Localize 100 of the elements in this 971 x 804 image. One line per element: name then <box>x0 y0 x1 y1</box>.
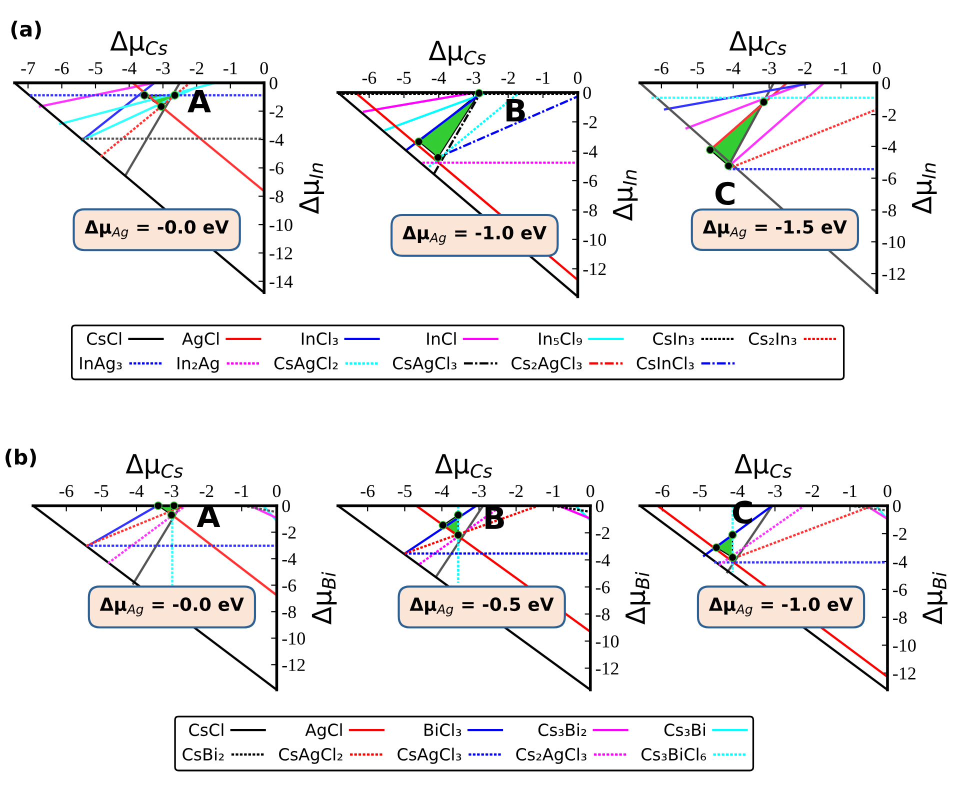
legend-label: Cs₃Bi₂ <box>538 723 586 736</box>
y-tick-label: -6 <box>282 580 296 592</box>
y-tick-label: -10 <box>596 635 619 648</box>
annotation: Δμ$_{Ag}$ = -1.0 eV <box>708 597 853 616</box>
legend-label: CsAgCl₃ <box>392 356 456 373</box>
y-tick-label: -12 <box>270 247 292 260</box>
x-tick-label: -1 <box>834 62 848 74</box>
x-tick-label: -5 <box>398 485 412 498</box>
y-tick-label: -4 <box>270 134 284 146</box>
legend-label: InCl₃ <box>302 332 338 345</box>
y-tick-label: -4 <box>596 554 610 566</box>
y-tick-label: -2 <box>270 105 284 118</box>
x-tick-label: -2 <box>806 485 819 498</box>
x-tick-label: 0 <box>872 62 881 74</box>
y-tick-label: 0 <box>893 500 901 512</box>
x-tick-label: -5 <box>88 62 102 74</box>
y-tick-label: -12 <box>583 263 606 276</box>
y-tick-label: -8 <box>583 204 597 216</box>
y-tick-label: -4 <box>882 140 896 153</box>
legend-label: Cs₂In₃ <box>748 332 796 345</box>
x-tick-label: 0 <box>574 72 582 84</box>
legend-label: AgCl <box>182 332 219 348</box>
y-tick-label: -10 <box>893 639 916 652</box>
annotation: Δμ$_{Ag}$ = -0.0 eV <box>100 597 244 616</box>
x-tick-label: -2 <box>200 485 214 498</box>
y-axis-title: Δμ$_{Bi}$ <box>922 572 948 624</box>
y-tick-label: -12 <box>282 658 305 671</box>
y-tick-label: -6 <box>882 172 896 185</box>
y-tick-label: -2 <box>282 526 296 538</box>
x-tick-label: -4 <box>435 485 450 498</box>
y-axis-title: Δμ$_{In}$ <box>912 163 937 214</box>
x-tick-label: -5 <box>94 485 108 498</box>
y-axis-title: Δμ$_{Bi}$ <box>626 572 650 624</box>
y-axis-title: Δμ$_{In}$ <box>612 170 638 221</box>
legend-label: BiCl₃ <box>424 723 462 736</box>
y-axis-title: Δμ$_{In}$ <box>299 163 324 214</box>
y-tick-label: -4 <box>893 556 908 568</box>
x-tick-label: -3 <box>466 72 480 84</box>
y-tick-label: -2 <box>583 116 597 128</box>
chart-title: (b) <box>6 448 36 468</box>
annotation: C <box>715 182 734 205</box>
x-tick-label: -6 <box>360 485 375 498</box>
legend-label: CsAgCl₃ <box>398 748 462 764</box>
x-tick-label: -5 <box>397 72 411 84</box>
legend-label: CsCl <box>189 723 224 736</box>
annotation: Δμ$_{Ag}$ = -0.5 eV <box>410 597 554 616</box>
y-tick-label: -4 <box>282 553 296 565</box>
y-tick-label: -2 <box>596 527 610 540</box>
x-axis-title: Δμ$_{Cs}$ <box>110 31 168 56</box>
annotation: B <box>506 99 525 122</box>
y-tick-label: -4 <box>583 146 598 158</box>
x-tick-label: -4 <box>122 62 136 74</box>
x-tick-label: -2 <box>798 62 812 74</box>
x-tick-label: -2 <box>509 485 523 498</box>
y-tick-label: -10 <box>270 218 292 232</box>
x-tick-label: -1 <box>536 72 550 84</box>
x-tick-label: -1 <box>843 485 856 498</box>
x-tick-label: -5 <box>690 62 704 74</box>
x-tick-label: -6 <box>654 62 668 74</box>
y-tick-label: -12 <box>596 662 618 674</box>
x-tick-label: -7 <box>21 62 36 74</box>
x-axis-title: Δμ$_{Cs}$ <box>126 454 183 479</box>
x-tick-label: 0 <box>260 62 268 74</box>
legend-label: CsInCl₃ <box>636 356 694 370</box>
legend-label: CsAgCl₂ <box>274 356 338 373</box>
legend-label: Cs₃Bi <box>664 723 706 736</box>
y-tick-label: -8 <box>882 204 896 216</box>
x-tick-label: -1 <box>234 485 248 498</box>
legend-label: In₂Ag <box>178 357 219 373</box>
x-tick-label: -5 <box>693 485 707 498</box>
y-tick-label: -6 <box>583 174 598 188</box>
legend-label: AgCl <box>305 723 342 740</box>
y-tick-label: 0 <box>583 86 591 99</box>
x-tick-label: -3 <box>164 485 178 498</box>
y-tick-label: -8 <box>893 612 907 624</box>
y-tick-label: -8 <box>282 606 296 618</box>
x-axis-title: Δμ$_{Cs}$ <box>435 454 492 479</box>
legend-label: CsCl <box>86 332 122 345</box>
legend-label: InCl <box>427 332 456 345</box>
x-tick-label: -1 <box>224 62 237 74</box>
x-axis-title: Δμ$_{Cs}$ <box>729 31 786 56</box>
x-tick-label: -4 <box>130 485 144 498</box>
y-tick-label: -2 <box>893 528 906 540</box>
legend-label: In₅Cl₉ <box>539 332 582 345</box>
x-tick-label: -4 <box>432 72 446 84</box>
chart-title: (a) <box>11 20 41 40</box>
x-tick-label: -4 <box>726 62 740 74</box>
annotation: Δμ$_{Ag}$ = -1.5 eV <box>702 220 847 240</box>
x-axis-title: Δμ$_{Cs}$ <box>734 454 792 479</box>
y-tick-label: 0 <box>596 500 604 512</box>
y-tick-label: -10 <box>882 236 906 248</box>
y-tick-label: -12 <box>893 667 916 680</box>
y-tick-label: -6 <box>270 162 284 174</box>
x-tick-label: -4 <box>730 485 745 498</box>
y-tick-label: -14 <box>270 276 293 288</box>
x-axis-title: Δμ$_{Cs}$ <box>428 40 486 66</box>
legend-label: Cs₂AgCl₃ <box>516 748 586 764</box>
x-tick-label: -6 <box>656 485 670 498</box>
y-tick-label: -6 <box>596 581 610 594</box>
legend-label: InAg₃ <box>80 357 122 373</box>
